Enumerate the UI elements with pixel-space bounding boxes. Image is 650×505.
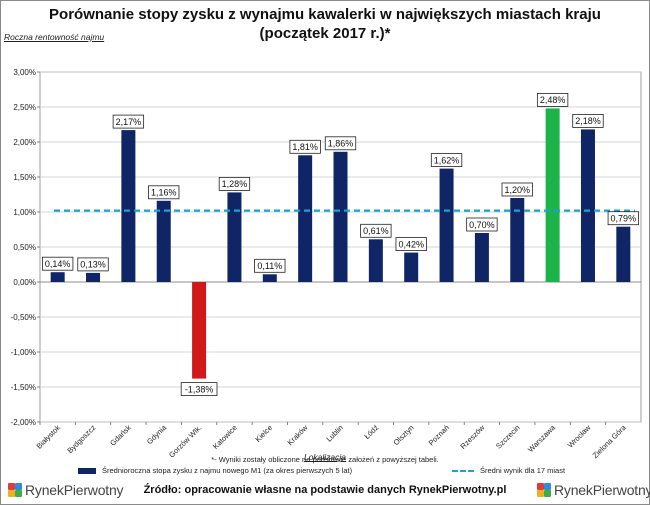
- legend-series-label: Średnioroczna stopa zysku z najmu nowego…: [102, 466, 353, 475]
- bar: [86, 272, 101, 282]
- legend-bar-swatch: [78, 467, 96, 474]
- bar: [298, 155, 313, 282]
- x-tick-label: Bydgoszcz: [65, 423, 97, 455]
- y-tick-label: 1,00%: [13, 208, 36, 217]
- cube-logo-icon: [537, 483, 551, 497]
- data-label-box: [395, 237, 427, 252]
- data-label-box: [254, 258, 286, 273]
- data-label: 0,11%: [257, 261, 282, 271]
- legend-average-entry: Średni wynik dla 17 miast: [452, 466, 565, 475]
- bar: [156, 200, 171, 282]
- x-tick-label: Olsztyn: [392, 423, 416, 447]
- data-label: 0,42%: [398, 239, 424, 249]
- x-tick-label: Rzeszów: [458, 423, 486, 451]
- x-tick-label: Wrocław: [566, 423, 593, 450]
- data-label-box: [466, 217, 498, 232]
- x-tick-label: Kraków: [286, 423, 310, 447]
- brand-logo-left: RynekPierwotny: [8, 482, 124, 498]
- x-tick-label: Łódź: [362, 423, 380, 441]
- bar: [474, 233, 489, 282]
- y-tick-label: 2,00%: [13, 138, 36, 147]
- legend-dashed-line-swatch: [452, 469, 474, 472]
- data-label: 1,62%: [434, 155, 460, 165]
- bar: [262, 274, 277, 282]
- bar: [333, 151, 348, 282]
- data-label: 1,28%: [222, 179, 248, 189]
- y-tick-label: -1,00%: [11, 348, 36, 357]
- x-tick-label: Szczecin: [494, 423, 522, 451]
- y-tick-label: -1,50%: [11, 383, 36, 392]
- x-tick-label: Kielce: [253, 423, 274, 444]
- data-label-box: [572, 114, 604, 128]
- y-axis-label: Roczna rentowność najmu: [4, 32, 105, 42]
- brand-text-part1: Rynek: [554, 482, 593, 498]
- data-label: 0,70%: [469, 220, 495, 230]
- x-tick-label: Warszawa: [526, 422, 558, 454]
- data-label-box: [430, 153, 463, 168]
- bar: [121, 130, 136, 282]
- y-tick-label: -2,00%: [11, 418, 36, 427]
- chart-subtitle: (początek 2017 r.)*: [259, 25, 391, 42]
- data-label: 0,79%: [611, 214, 637, 224]
- data-label-box: [289, 139, 321, 154]
- data-label-box: [324, 136, 357, 151]
- y-tick-label: 1,50%: [13, 173, 36, 182]
- x-tick-label: Katowice: [211, 423, 239, 451]
- footnote: *- Wyniki zostały obliczone na podstawie…: [211, 455, 439, 464]
- legend-average-label: Średni wynik dla 17 miast: [480, 466, 566, 475]
- data-label-box: [77, 257, 109, 272]
- bar: [580, 129, 595, 282]
- data-label: 1,20%: [504, 185, 530, 195]
- data-label-box: [501, 182, 533, 197]
- brand-text-part2: Pierwotny: [63, 482, 124, 498]
- bar: [616, 226, 631, 282]
- brand-text-part2: Pierwotny: [592, 482, 650, 498]
- data-label: 0,13%: [80, 260, 106, 270]
- data-label: 0,14%: [45, 259, 71, 269]
- bar: [50, 272, 65, 282]
- data-label: 2,48%: [540, 95, 566, 105]
- legend-series-entry: Średnioroczna stopa zysku z najmu nowego…: [78, 466, 352, 475]
- brand-text-part1: Rynek: [25, 482, 64, 498]
- data-label: 2,18%: [575, 116, 601, 126]
- y-tick-label: -0,50%: [11, 313, 36, 322]
- y-tick-label: 0,00%: [13, 278, 36, 287]
- data-label-box: [607, 211, 639, 226]
- y-tick-label: 2,50%: [13, 103, 36, 112]
- bar: [510, 198, 525, 282]
- data-label: 1,86%: [328, 139, 354, 149]
- bar: [368, 239, 383, 282]
- data-label-box: [360, 223, 392, 238]
- bar: [404, 252, 419, 282]
- data-label-box: [180, 382, 218, 397]
- brand-logo-right: RynekPierwotny: [537, 482, 650, 498]
- x-tick-label: Gdynia: [145, 422, 169, 446]
- y-tick-label: 0,50%: [13, 243, 36, 252]
- data-label: 1,16%: [151, 188, 177, 198]
- chart-title: Porównanie stopy zysku z wynajmu kawaler…: [49, 6, 601, 23]
- bar: [192, 282, 207, 379]
- y-tick-label: 3,00%: [13, 68, 36, 77]
- data-label-box: [112, 114, 145, 129]
- x-axis-label: Lokalizacja: [303, 452, 347, 462]
- data-label: 0,61%: [363, 226, 389, 236]
- x-tick-label: Gdańsk: [108, 423, 133, 448]
- x-tick-label: Białystok: [35, 423, 63, 451]
- data-label-box: [148, 185, 180, 200]
- bar: [439, 168, 454, 282]
- bar: [227, 192, 242, 282]
- data-label: 1,81%: [292, 142, 318, 152]
- data-label: -1,38%: [185, 384, 214, 394]
- x-tick-label: Poznań: [427, 423, 451, 447]
- data-label-box: [42, 256, 74, 271]
- bar: [545, 108, 560, 283]
- cube-logo-icon: [8, 483, 22, 497]
- x-tick-label: Lublin: [324, 423, 345, 444]
- data-label: 2,17%: [116, 117, 142, 127]
- source-note: Źródło: opracowanie własne na podstawie …: [143, 484, 507, 496]
- data-label-box: [536, 93, 569, 107]
- data-label-box: [218, 176, 251, 191]
